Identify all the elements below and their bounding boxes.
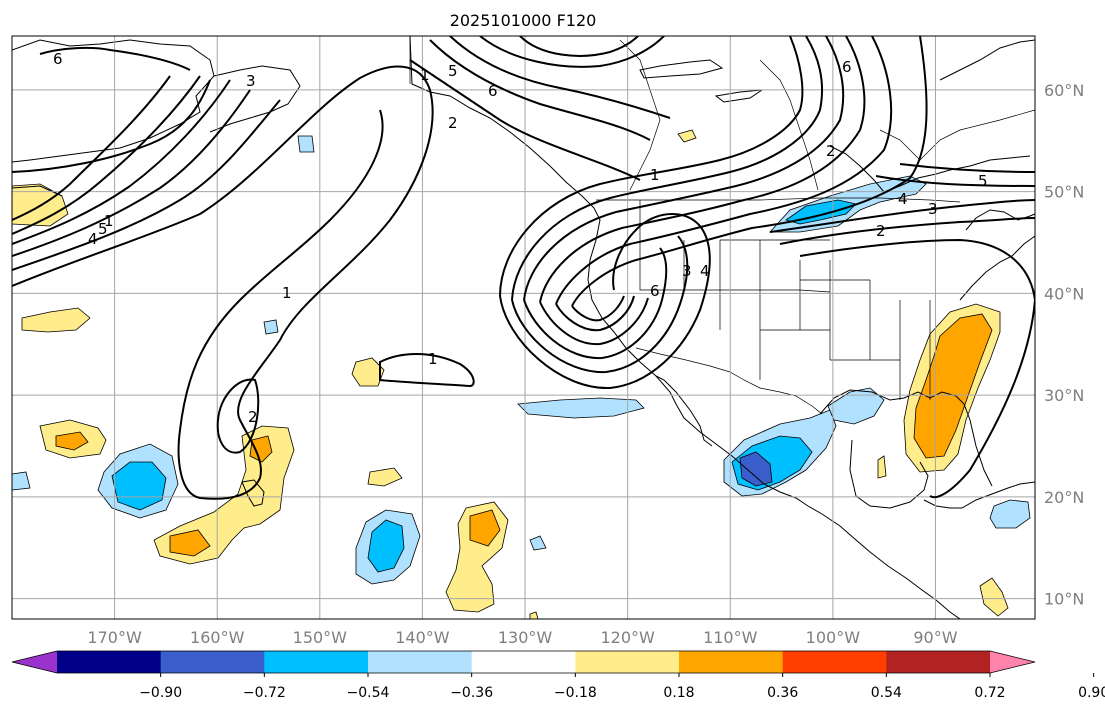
longitude-label: 150°W	[293, 628, 348, 647]
contour-labels: 6 5 4 3 2 1 1 2 1 6 6 5 4 3 2 1 5 4 3 2 …	[53, 50, 988, 426]
longitude-label: 130°W	[498, 628, 553, 647]
colorbar-tick-label: −0.18	[554, 685, 597, 701]
colorbar-tick-label: −0.90	[139, 685, 182, 701]
contour-label: 5	[98, 220, 108, 238]
contour-label: 4	[88, 230, 98, 248]
contour-label: 2	[248, 408, 258, 426]
contour-label: 1	[282, 284, 292, 302]
longitude-labels: 170°W 160°W 150°W 140°W 130°W 120°W 110°W 100°W…	[87, 628, 957, 647]
colorbar-swatch	[368, 651, 473, 673]
contour-label: 2	[826, 142, 836, 160]
colorbar-tick-label: 0.54	[871, 685, 902, 701]
longitude-label: 160°W	[190, 628, 245, 647]
contour-label: 5	[448, 62, 458, 80]
colorbar-outline	[11, 650, 1036, 674]
contour-label: 6	[488, 82, 498, 100]
contour-label: 3	[682, 262, 692, 280]
longitude-label: 90°W	[913, 628, 957, 647]
contour-label: 1	[104, 212, 114, 230]
colorbar-swatch	[160, 651, 265, 673]
map-frame	[11, 35, 1036, 620]
longitude-label: 170°W	[87, 628, 142, 647]
map-title: 2025101000 F120	[450, 11, 597, 30]
colorbar-tick-label: −0.54	[347, 685, 390, 701]
colorbar-tick-label: −0.36	[450, 685, 493, 701]
shaded-anomalies	[12, 129, 1031, 619]
contour-label: 3	[928, 200, 938, 218]
colorbar	[11, 650, 1036, 674]
colorbar-swatch	[471, 651, 576, 673]
contour-label: 1	[650, 166, 660, 184]
colorbar-tick-label: 0.90	[1078, 685, 1105, 701]
latitude-label: 30°N	[1044, 386, 1084, 405]
colorbar-tick-label: 0.18	[663, 685, 694, 701]
colorbar-labels: −0.90 −0.72 −0.54 −0.36 −0.18 0.18 0.36 0.54 0.7…	[139, 673, 1105, 701]
contour-label: 6	[650, 282, 660, 300]
colorbar-swatch	[57, 651, 162, 673]
latitude-label: 50°N	[1044, 183, 1084, 202]
latitude-label: 10°N	[1044, 590, 1084, 609]
colorbar-tick-label: 0.36	[767, 685, 798, 701]
gridlines	[12, 36, 1035, 619]
longitude-label: 140°W	[395, 628, 450, 647]
contour-label: 1	[428, 350, 438, 368]
colorbar-swatch	[264, 651, 369, 673]
contour-label: 3	[246, 72, 256, 90]
contour-label: 2	[448, 114, 458, 132]
contours	[12, 36, 1035, 500]
colorbar-swatch	[679, 651, 784, 673]
colorbar-swatch	[575, 651, 680, 673]
contour-label: 4	[898, 190, 908, 208]
coastlines	[12, 36, 1035, 619]
colorbar-swatch	[886, 651, 991, 673]
contour-label: 2	[876, 222, 886, 240]
latitude-label: 60°N	[1044, 81, 1084, 100]
contour-label: 4	[700, 262, 710, 280]
colorbar-extend-low	[12, 651, 57, 673]
longitude-label: 120°W	[600, 628, 655, 647]
borders	[409, 36, 1035, 415]
latitude-label: 40°N	[1044, 284, 1084, 303]
contour-label: 6	[53, 50, 63, 68]
colorbar-extend-high	[990, 651, 1035, 673]
longitude-label: 110°W	[703, 628, 758, 647]
map-area: 6 5 4 3 2 1 1 2 1 6 6 5 4 3 2 1 5 4 3 2 …	[12, 36, 1035, 619]
longitude-label: 100°W	[806, 628, 861, 647]
colorbar-tick-label: −0.72	[243, 685, 286, 701]
latitude-label: 20°N	[1044, 488, 1084, 507]
colorbar-swatch	[782, 651, 887, 673]
contour-label: 1	[420, 66, 430, 84]
contour-label: 6	[842, 58, 852, 76]
contour-label: 5	[978, 172, 988, 190]
latitude-labels: 60°N 50°N 40°N 30°N 20°N 10°N	[1044, 81, 1084, 609]
colorbar-tick-label: 0.72	[974, 685, 1005, 701]
